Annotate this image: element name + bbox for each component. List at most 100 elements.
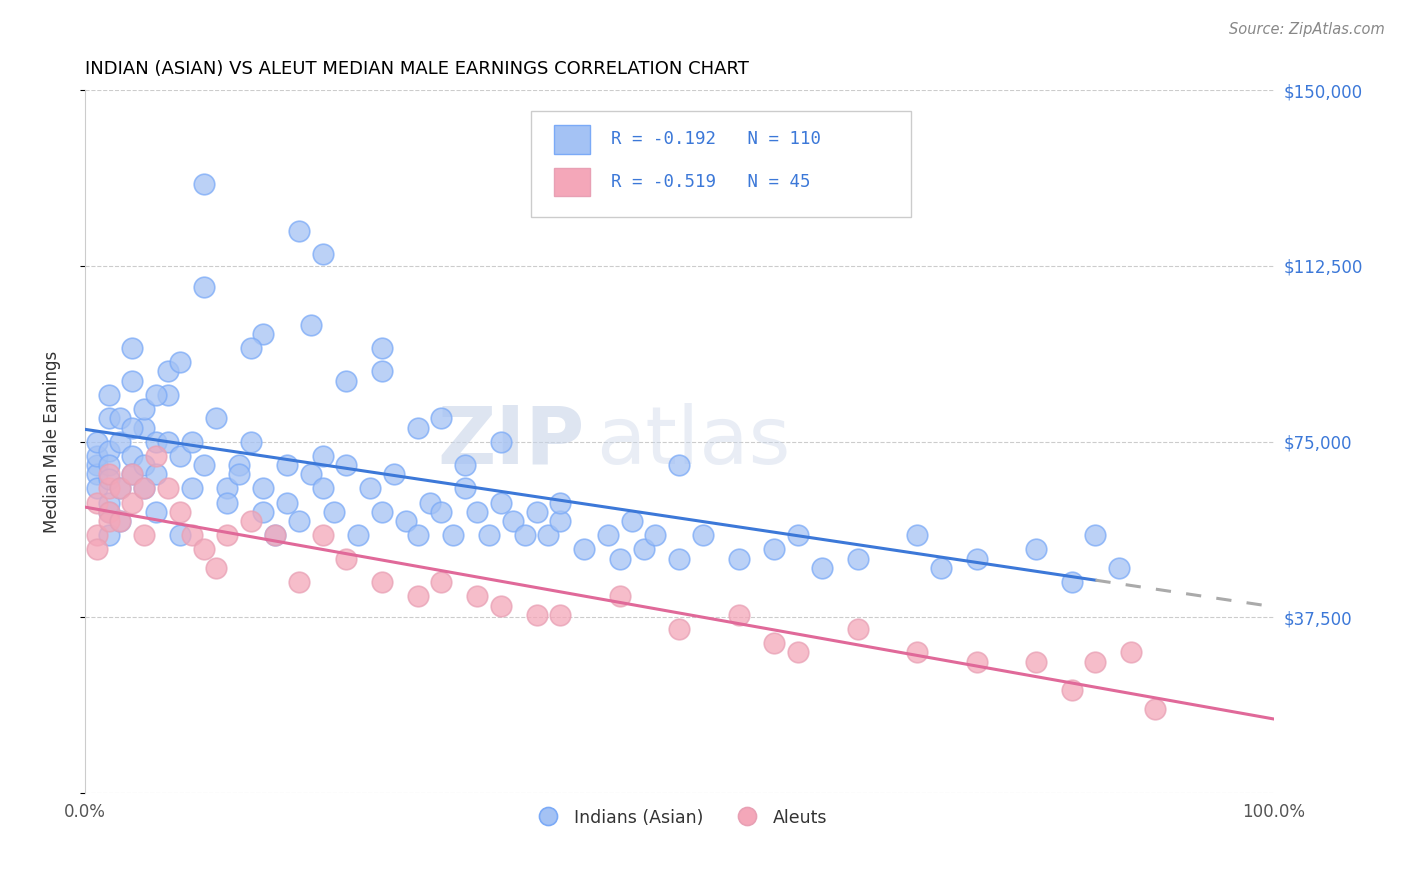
Point — [668, 622, 690, 636]
Point — [97, 482, 120, 496]
Point — [86, 495, 108, 509]
Point — [145, 505, 167, 519]
Point — [430, 575, 453, 590]
Point — [596, 528, 619, 542]
Point — [1108, 561, 1130, 575]
Point — [86, 458, 108, 472]
Point — [121, 449, 143, 463]
Point — [156, 434, 179, 449]
Point — [430, 505, 453, 519]
Point — [97, 388, 120, 402]
Point — [121, 495, 143, 509]
Point — [156, 364, 179, 378]
Point — [86, 542, 108, 557]
Point — [110, 434, 132, 449]
Point — [97, 528, 120, 542]
Point — [1084, 528, 1107, 542]
Text: INDIAN (ASIAN) VS ALEUT MEDIAN MALE EARNINGS CORRELATION CHART: INDIAN (ASIAN) VS ALEUT MEDIAN MALE EARN… — [84, 60, 748, 78]
Point — [252, 482, 274, 496]
Point — [169, 528, 191, 542]
Text: Source: ZipAtlas.com: Source: ZipAtlas.com — [1229, 22, 1385, 37]
Point — [609, 551, 631, 566]
Point — [323, 505, 346, 519]
Point — [692, 528, 714, 542]
Point — [966, 655, 988, 669]
Point — [335, 458, 357, 472]
Point — [727, 551, 749, 566]
Point — [1119, 645, 1142, 659]
Point — [406, 589, 429, 603]
Point — [217, 482, 239, 496]
Point — [97, 505, 120, 519]
Point — [145, 388, 167, 402]
Point — [169, 355, 191, 369]
Point — [644, 528, 666, 542]
Point — [489, 495, 512, 509]
Point — [97, 495, 120, 509]
Point — [134, 482, 156, 496]
Point — [204, 411, 226, 425]
Point — [252, 326, 274, 341]
Text: ZIP: ZIP — [437, 402, 583, 481]
Point — [228, 467, 250, 482]
Point — [395, 514, 418, 528]
Point — [465, 505, 488, 519]
Point — [217, 528, 239, 542]
Point — [169, 505, 191, 519]
Point — [454, 482, 477, 496]
Point — [489, 599, 512, 613]
Point — [299, 467, 322, 482]
Point — [846, 551, 869, 566]
Point — [97, 514, 120, 528]
Point — [86, 467, 108, 482]
Point — [264, 528, 287, 542]
Point — [668, 551, 690, 566]
Point — [86, 528, 108, 542]
Point — [478, 528, 501, 542]
Point — [180, 482, 202, 496]
Point — [193, 542, 215, 557]
Point — [217, 495, 239, 509]
Point — [335, 374, 357, 388]
Point — [264, 528, 287, 542]
Point — [110, 411, 132, 425]
Point — [240, 341, 263, 355]
Point — [1060, 575, 1083, 590]
Point — [905, 528, 928, 542]
Point — [441, 528, 464, 542]
Point — [526, 505, 548, 519]
Text: R = -0.192   N = 110: R = -0.192 N = 110 — [612, 130, 821, 148]
Point — [513, 528, 536, 542]
Point — [359, 482, 381, 496]
Point — [204, 561, 226, 575]
Point — [121, 467, 143, 482]
Point — [929, 561, 952, 575]
Point — [787, 528, 810, 542]
Point — [110, 482, 132, 496]
Point — [86, 434, 108, 449]
Point — [145, 467, 167, 482]
Point — [763, 636, 786, 650]
Point — [727, 607, 749, 622]
Point — [371, 505, 394, 519]
Point — [134, 420, 156, 434]
Point — [110, 514, 132, 528]
Point — [371, 575, 394, 590]
Point — [406, 528, 429, 542]
Point — [668, 458, 690, 472]
Point — [454, 458, 477, 472]
Point — [145, 449, 167, 463]
Point — [287, 575, 309, 590]
Point — [609, 589, 631, 603]
FancyBboxPatch shape — [530, 112, 911, 217]
Point — [97, 472, 120, 486]
Point — [371, 341, 394, 355]
Point — [193, 177, 215, 191]
Point — [97, 411, 120, 425]
Point — [406, 420, 429, 434]
Point — [97, 444, 120, 458]
Point — [121, 341, 143, 355]
Point — [311, 247, 333, 261]
Point — [550, 607, 572, 622]
Text: R = -0.519   N = 45: R = -0.519 N = 45 — [612, 173, 811, 191]
